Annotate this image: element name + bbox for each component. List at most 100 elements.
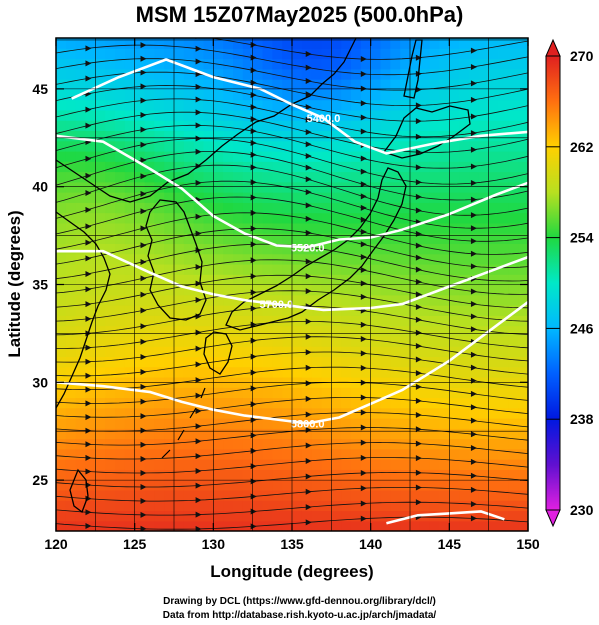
field-cell [56, 150, 67, 162]
field-cell [439, 325, 450, 337]
field-cell [508, 161, 519, 173]
field-cell [223, 38, 234, 49]
field-cell [370, 48, 382, 60]
field-cell [311, 335, 323, 347]
field-cell [124, 253, 136, 265]
field-cell [164, 294, 175, 306]
field-cell [508, 325, 519, 337]
field-cell [390, 335, 401, 347]
field-cell [370, 305, 382, 316]
field-cell [75, 140, 87, 152]
field-cell [203, 510, 214, 522]
field-cell [85, 274, 96, 286]
field-cell [400, 99, 411, 111]
field-cell [380, 233, 391, 245]
field-cell [311, 315, 323, 327]
field-cell [390, 202, 401, 214]
field-cell [429, 263, 441, 275]
field-cell [124, 500, 136, 512]
flow-arrow [250, 54, 257, 61]
field-cell [203, 140, 214, 152]
field-cell [213, 335, 224, 347]
field-cell [115, 489, 126, 501]
colorbar-ramp [545, 55, 561, 511]
flow-arrow [85, 286, 92, 293]
field-cell [380, 397, 391, 409]
field-cell [154, 181, 165, 193]
field-cell [390, 38, 401, 49]
field-cell [105, 356, 116, 368]
field-cell [508, 192, 519, 203]
field-cell [85, 140, 96, 152]
field-cell [488, 58, 500, 70]
field-cell [174, 274, 185, 286]
field-cell [321, 38, 332, 49]
field-cell [252, 181, 264, 193]
field-cell [193, 38, 205, 49]
field-cell [419, 171, 431, 183]
field-cell [242, 459, 254, 470]
field-cell [508, 305, 519, 316]
field-cell [95, 171, 106, 183]
field-cell [390, 48, 401, 60]
field-cell [134, 469, 146, 481]
field-cell [292, 48, 303, 60]
field-cell [164, 335, 175, 347]
field-cell [105, 407, 116, 419]
field-cell [292, 212, 303, 224]
flow-arrow [85, 155, 92, 162]
field-cell [449, 325, 460, 337]
flow-arrow [140, 369, 147, 376]
field-cell [242, 109, 254, 121]
field-cell [311, 438, 323, 450]
field-cell [203, 171, 214, 183]
field-cell [449, 500, 460, 512]
field-cell [498, 109, 509, 121]
field-cell [203, 243, 214, 255]
field-cell [478, 161, 490, 173]
field-cell [282, 387, 293, 399]
field-cell [419, 233, 431, 245]
field-cell [351, 346, 362, 357]
field-cell [469, 305, 480, 316]
flow-arrow [140, 398, 147, 405]
field-cell [252, 58, 264, 70]
field-cell [370, 171, 382, 183]
field-cell [429, 407, 441, 419]
field-cell [301, 489, 313, 501]
field-cell [262, 366, 273, 378]
field-cell [508, 489, 519, 501]
field-cell [449, 305, 460, 316]
field-cell [360, 274, 372, 286]
field-cell [65, 120, 77, 132]
flow-arrow [415, 266, 422, 273]
field-cell [410, 243, 421, 255]
field-cell [498, 233, 509, 245]
field-cell [331, 448, 342, 460]
field-cell [85, 212, 96, 224]
field-cell [282, 99, 293, 111]
field-cell [331, 150, 342, 162]
field-cell [410, 222, 421, 234]
flow-arrow [470, 263, 477, 270]
field-cell [65, 407, 77, 419]
field-cell [144, 120, 155, 132]
field-cell [400, 274, 411, 286]
field-cell [75, 489, 87, 501]
field-cell [233, 233, 244, 245]
field-cell [459, 335, 470, 347]
field-cell [272, 109, 283, 121]
field-cell [449, 366, 460, 378]
field-cell [518, 346, 528, 357]
field-cell [154, 305, 165, 316]
field-cell [351, 253, 362, 265]
field-cell [95, 500, 106, 512]
field-cell [331, 222, 342, 234]
field-cell [311, 520, 323, 531]
field-cell [518, 171, 528, 183]
field-cell [154, 192, 165, 203]
field-cell [203, 58, 214, 70]
field-cell [410, 212, 421, 224]
field-cell [223, 243, 234, 255]
field-cell [478, 253, 490, 265]
